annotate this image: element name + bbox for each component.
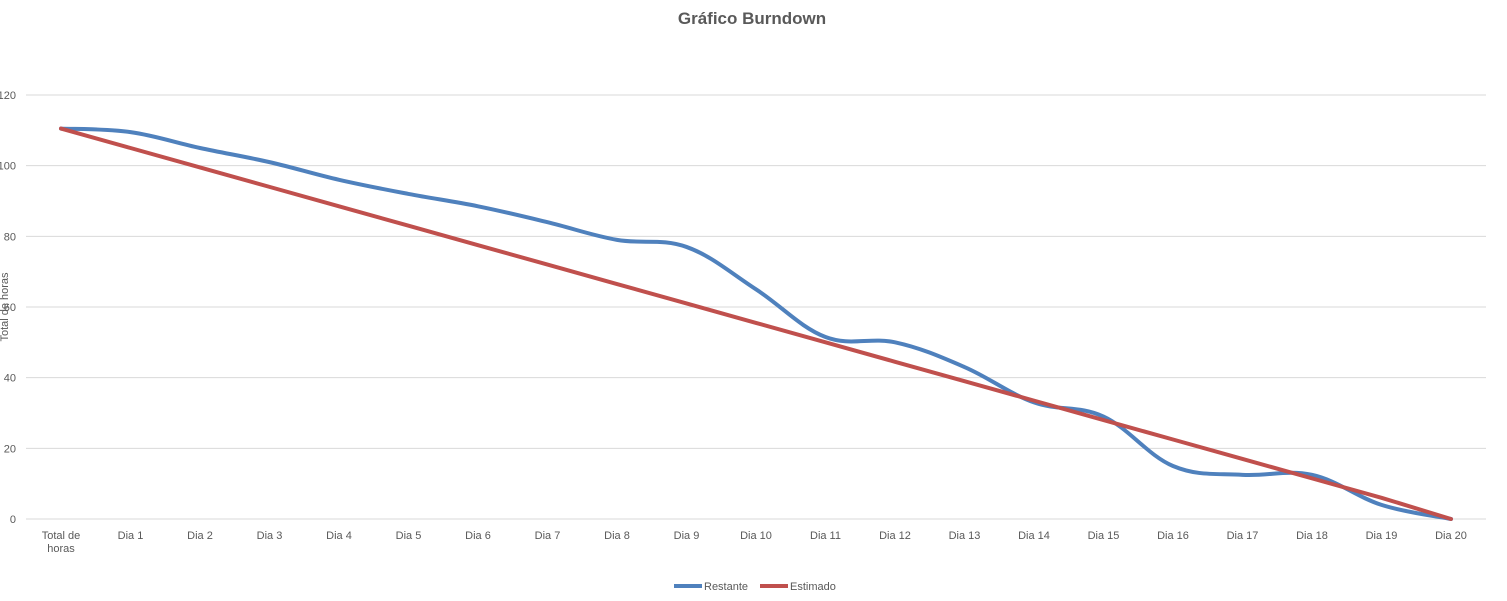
series-line-estimado bbox=[59, 126, 1453, 521]
x-tick-label: Dia 12 bbox=[879, 530, 911, 542]
y-axis-label: Total de horas bbox=[0, 272, 11, 342]
x-tick-label: Dia 14 bbox=[1018, 530, 1050, 542]
x-tick-label: Dia 7 bbox=[535, 530, 561, 542]
x-tick-label: Dia 10 bbox=[740, 530, 772, 542]
x-tick-label: Dia 17 bbox=[1227, 530, 1259, 542]
x-axis-ticks: Total de horas Dia 1 Dia 2 Dia 3 Dia 4 Dia 5 Di… bbox=[42, 530, 1467, 555]
x-tick-label: Dia 2 bbox=[187, 530, 213, 542]
y-tick-label: 40 bbox=[4, 373, 16, 385]
legend-label: Estimado bbox=[790, 581, 836, 593]
y-tick-label: 20 bbox=[4, 443, 16, 455]
legend-label: Restante bbox=[704, 581, 748, 593]
y-tick-label: 60 bbox=[4, 302, 16, 314]
x-tick-label: Dia 18 bbox=[1296, 530, 1328, 542]
gridlines bbox=[26, 94, 1486, 520]
x-tick-label: Total de horas bbox=[42, 530, 81, 555]
y-tick-label: 120 bbox=[0, 90, 16, 102]
y-axis-ticks: 0 20 40 60 80 100 120 bbox=[0, 90, 16, 526]
x-tick-label: Dia 1 bbox=[118, 530, 144, 542]
x-tick-label: Dia 3 bbox=[257, 530, 283, 542]
x-tick-label: Dia 4 bbox=[326, 530, 352, 542]
series-lines bbox=[59, 126, 1453, 521]
series-line-restante bbox=[59, 126, 1453, 521]
y-tick-label: 0 bbox=[10, 514, 16, 526]
x-tick-label: Dia 8 bbox=[604, 530, 630, 542]
x-tick-label: Dia 9 bbox=[674, 530, 700, 542]
y-tick-label: 100 bbox=[0, 161, 16, 173]
legend: Restante Estimado bbox=[674, 581, 836, 593]
x-tick-label: Dia 6 bbox=[465, 530, 491, 542]
x-tick-label: Dia 5 bbox=[396, 530, 422, 542]
chart-title: Gráfico Burndown bbox=[678, 9, 826, 28]
y-tick-label: 80 bbox=[4, 231, 16, 243]
x-tick-label: Dia 20 bbox=[1435, 530, 1467, 542]
x-tick-label: Dia 11 bbox=[810, 530, 841, 542]
x-tick-label: Dia 13 bbox=[949, 530, 981, 542]
x-tick-label: Dia 19 bbox=[1366, 530, 1398, 542]
x-tick-label: Dia 15 bbox=[1088, 530, 1120, 542]
x-tick-label: Dia 16 bbox=[1157, 530, 1189, 542]
